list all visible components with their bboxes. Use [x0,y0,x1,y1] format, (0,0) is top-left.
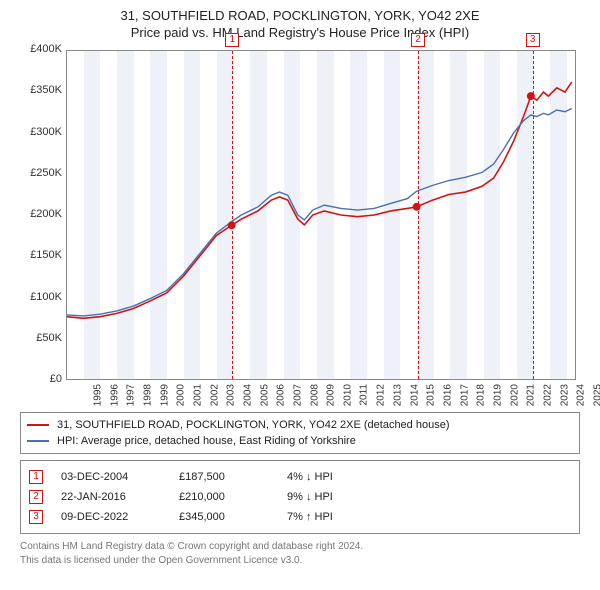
xtick-label: 2012 [376,384,387,406]
sale-marker-box: 3 [526,33,540,47]
chart-area: £0 £50K £100K £150K £200K £250K £300K £350K £400… [20,46,580,406]
xtick-label: 2015 [426,384,437,406]
xtick-label: 1996 [109,384,120,406]
sale-price-1: £187,500 [179,471,269,483]
ytick-label: £0 [20,373,62,385]
xtick-label: 2004 [242,384,253,406]
sale-row-2: 2 22-JAN-2016 £210,000 9% ↓ HPI [29,487,571,507]
title-address: 31, SOUTHFIELD ROAD, POCKLINGTON, YORK, … [10,8,590,23]
sale-diff-3: 7% ↑ HPI [287,511,367,523]
xtick-label: 2018 [476,384,487,406]
sale-marker-3: 3 [29,510,43,524]
xtick-label: 1997 [126,384,137,406]
sale-date-2: 22-JAN-2016 [61,491,161,503]
xtick-label: 2025 [592,384,600,406]
xtick-label: 2000 [176,384,187,406]
sale-marker-box: 1 [225,33,239,47]
sales-box: 1 03-DEC-2004 £187,500 4% ↓ HPI 2 22-JAN… [20,460,580,534]
ytick-label: £250K [20,167,62,179]
sale-diff-1: 4% ↓ HPI [287,471,367,483]
xtick-label: 2022 [542,384,553,406]
xtick-label: 2016 [442,384,453,406]
xtick-label: 2006 [276,384,287,406]
sale-row-3: 3 09-DEC-2022 £345,000 7% ↑ HPI [29,507,571,527]
xtick-label: 2010 [342,384,353,406]
sale-dot [228,221,236,229]
xtick-label: 2001 [192,384,203,406]
xtick-label: 2024 [576,384,587,406]
legend-swatch-hpi [27,440,49,442]
attribution-line-2: This data is licensed under the Open Gov… [20,554,580,568]
sale-marker-1: 1 [29,470,43,484]
title-block: 31, SOUTHFIELD ROAD, POCKLINGTON, YORK, … [10,8,590,40]
ytick-label: £200K [20,208,62,220]
sale-date-3: 09-DEC-2022 [61,511,161,523]
sale-row-1: 1 03-DEC-2004 £187,500 4% ↓ HPI [29,467,571,487]
sale-dot [413,203,421,211]
xtick-label: 2014 [409,384,420,406]
xtick-label: 2011 [358,384,369,406]
legend-label-hpi: HPI: Average price, detached house, East… [57,435,356,447]
xtick-label: 2002 [209,384,220,406]
sale-date-1: 03-DEC-2004 [61,471,161,483]
xtick-label: 1998 [142,384,153,406]
xtick-label: 1999 [159,384,170,406]
series-property [67,82,572,318]
xtick-label: 2005 [259,384,270,406]
xtick-label: 2007 [292,384,303,406]
ytick-label: £100K [20,291,62,303]
ytick-label: £400K [20,43,62,55]
xtick-label: 2017 [459,384,470,406]
legend-swatch-property [27,424,49,426]
sale-price-3: £345,000 [179,511,269,523]
sale-diff-2: 9% ↓ HPI [287,491,367,503]
xtick-label: 2003 [226,384,237,406]
xtick-label: 2013 [392,384,403,406]
ytick-label: £50K [20,332,62,344]
xtick-label: 2019 [492,384,503,406]
plot-frame: 123 [66,50,576,380]
title-subtitle: Price paid vs. HM Land Registry's House … [10,25,590,40]
legend-row-property: 31, SOUTHFIELD ROAD, POCKLINGTON, YORK, … [27,417,573,433]
attribution-block: Contains HM Land Registry data © Crown c… [20,540,580,567]
xtick-label: 1995 [92,384,103,406]
xtick-label: 2023 [559,384,570,406]
ytick-label: £150K [20,249,62,261]
attribution-line-1: Contains HM Land Registry data © Crown c… [20,540,580,554]
legend-row-hpi: HPI: Average price, detached house, East… [27,433,573,449]
xtick-label: 2009 [326,384,337,406]
sale-marker-box: 2 [411,33,425,47]
sale-dot [527,92,535,100]
sale-marker-2: 2 [29,490,43,504]
legend-box: 31, SOUTHFIELD ROAD, POCKLINGTON, YORK, … [20,412,580,454]
ytick-label: £300K [20,126,62,138]
xtick-label: 2021 [526,384,537,406]
xtick-label: 2020 [509,384,520,406]
xtick-label: 2008 [309,384,320,406]
legend-label-property: 31, SOUTHFIELD ROAD, POCKLINGTON, YORK, … [57,419,450,431]
line-layer [67,51,575,379]
sale-price-2: £210,000 [179,491,269,503]
ytick-label: £350K [20,84,62,96]
